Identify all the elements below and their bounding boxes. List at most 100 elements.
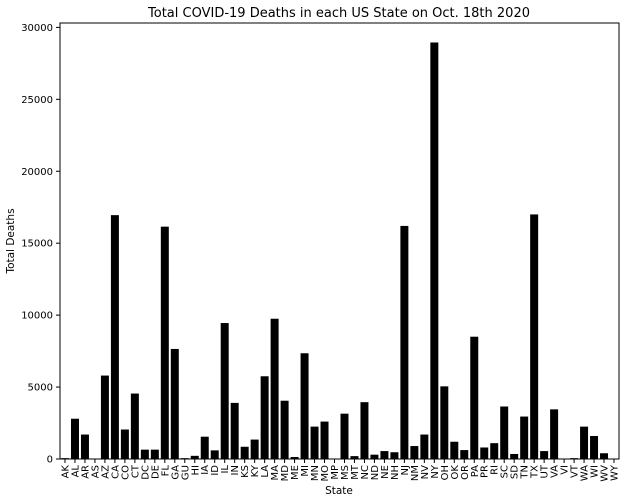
x-tick-label-ut: UT xyxy=(540,464,551,478)
bar-ct xyxy=(130,393,139,459)
bar-nm xyxy=(410,446,419,459)
bar-ks xyxy=(240,446,249,459)
bar-co xyxy=(120,429,129,459)
x-tick-label-me: ME xyxy=(290,465,301,480)
bar-mo xyxy=(320,421,329,459)
x-tick-label-id: ID xyxy=(210,465,221,476)
bar-ny xyxy=(430,42,439,460)
x-axis-label: State xyxy=(325,485,353,497)
bar-nc xyxy=(360,402,369,459)
bar-tx xyxy=(530,214,539,459)
x-tick-label-al: AL xyxy=(70,465,81,478)
x-tick-label-nv: NV xyxy=(420,465,431,479)
plot-frame xyxy=(59,22,620,460)
bar-mi xyxy=(300,353,309,459)
x-tick-label-vi: VI xyxy=(560,465,571,475)
bar-wv xyxy=(600,453,609,459)
bar-fl xyxy=(160,226,169,459)
x-tick-label-ri: RI xyxy=(490,465,501,475)
x-tick-label-il: IL xyxy=(220,465,231,474)
x-tick-label-fl: FL xyxy=(160,465,171,477)
x-tick-label-tn: TN xyxy=(520,465,531,480)
y-tick-label: 20000 xyxy=(21,167,53,178)
x-tick-label-nh: NH xyxy=(390,465,401,480)
bar-dc xyxy=(140,449,149,459)
bar-nj xyxy=(400,225,409,459)
x-tick-label-ia: IA xyxy=(200,465,211,475)
x-tick-label-wa: WA xyxy=(580,465,591,481)
bar-pa xyxy=(470,336,479,459)
x-tick-label-co: CO xyxy=(120,465,131,480)
bar-ne xyxy=(380,451,389,459)
bar-ms xyxy=(340,413,349,459)
bar-ca xyxy=(110,215,119,459)
y-tick-label: 5000 xyxy=(28,383,53,394)
bar-nd xyxy=(370,454,379,459)
bar-ri xyxy=(490,443,499,459)
y-tick-label: 15000 xyxy=(21,239,53,250)
bar-oh xyxy=(440,386,449,459)
bar-me xyxy=(290,456,299,459)
x-axis-ticks: AKALARASAZCACOCTDCDEFLGAGUHIIAIDILINKSKY… xyxy=(60,459,621,482)
y-axis-ticks: 0 5000 10000 15000 20000 25000 30000 xyxy=(21,23,60,466)
bar-pr xyxy=(480,447,489,459)
x-tick-label-mn: MN xyxy=(310,465,321,481)
bar-ga xyxy=(170,348,179,459)
x-tick-label-dc: DC xyxy=(140,465,151,480)
x-tick-label-ny: NY xyxy=(430,464,441,478)
x-tick-label-mi: MI xyxy=(300,465,311,477)
x-tick-label-mt: MT xyxy=(350,464,361,480)
x-tick-label-sd: SD xyxy=(510,465,521,479)
bar-in xyxy=(230,402,239,459)
x-tick-label-ct: CT xyxy=(130,464,141,478)
y-tick-label: 10000 xyxy=(21,311,53,322)
bar-ut xyxy=(540,451,549,459)
bar-ma xyxy=(270,318,279,459)
bar-hi xyxy=(190,455,199,459)
x-tick-label-tx: TX xyxy=(530,465,541,479)
bar-il xyxy=(220,323,229,459)
bar-la xyxy=(260,376,269,459)
bar-ar xyxy=(80,434,89,459)
bar-id xyxy=(210,450,219,459)
x-tick-label-in: IN xyxy=(230,465,241,475)
x-tick-label-ma: MA xyxy=(270,465,281,481)
y-axis-label: Total Deaths xyxy=(5,208,17,274)
y-tick-label: 25000 xyxy=(21,95,53,106)
x-tick-label-gu: GU xyxy=(180,465,191,480)
x-tick-label-ar: AR xyxy=(80,465,91,479)
bar-ok xyxy=(450,441,459,459)
x-tick-label-or: OR xyxy=(460,465,471,480)
bar-nv xyxy=(420,434,429,459)
bar-al xyxy=(70,418,79,459)
bar-az xyxy=(100,375,109,459)
x-tick-label-ok: OK xyxy=(450,465,461,480)
bar-sc xyxy=(500,406,509,459)
x-tick-label-pa: PA xyxy=(470,465,481,477)
x-tick-label-pr: PR xyxy=(480,465,491,478)
x-tick-label-mo: MO xyxy=(320,465,331,482)
x-tick-label-az: AZ xyxy=(100,465,111,479)
x-tick-label-nd: ND xyxy=(370,465,381,480)
bar-wi xyxy=(590,435,599,459)
x-tick-label-oh: OH xyxy=(440,465,451,480)
bar-wa xyxy=(580,426,589,459)
x-tick-label-de: DE xyxy=(150,465,161,479)
x-tick-label-wi: WI xyxy=(590,465,601,478)
x-tick-label-ky: KY xyxy=(250,464,261,477)
x-tick-label-mp: MP xyxy=(330,465,341,480)
bars-group xyxy=(61,42,619,460)
x-tick-label-nm: NM xyxy=(410,465,421,481)
x-tick-label-hi: HI xyxy=(190,465,201,475)
bar-mt xyxy=(350,456,359,459)
x-tick-label-ks: KS xyxy=(240,465,251,478)
x-tick-label-ne: NE xyxy=(380,465,391,479)
x-tick-label-vt: VT xyxy=(570,464,581,478)
x-tick-label-wv: WV xyxy=(600,465,611,482)
x-tick-label-ca: CA xyxy=(110,465,121,479)
x-tick-label-nj: NJ xyxy=(400,465,411,475)
bar-mn xyxy=(310,426,319,459)
x-tick-label-sc: SC xyxy=(500,465,511,478)
bar-or xyxy=(460,450,469,459)
bar-nh xyxy=(390,452,399,459)
